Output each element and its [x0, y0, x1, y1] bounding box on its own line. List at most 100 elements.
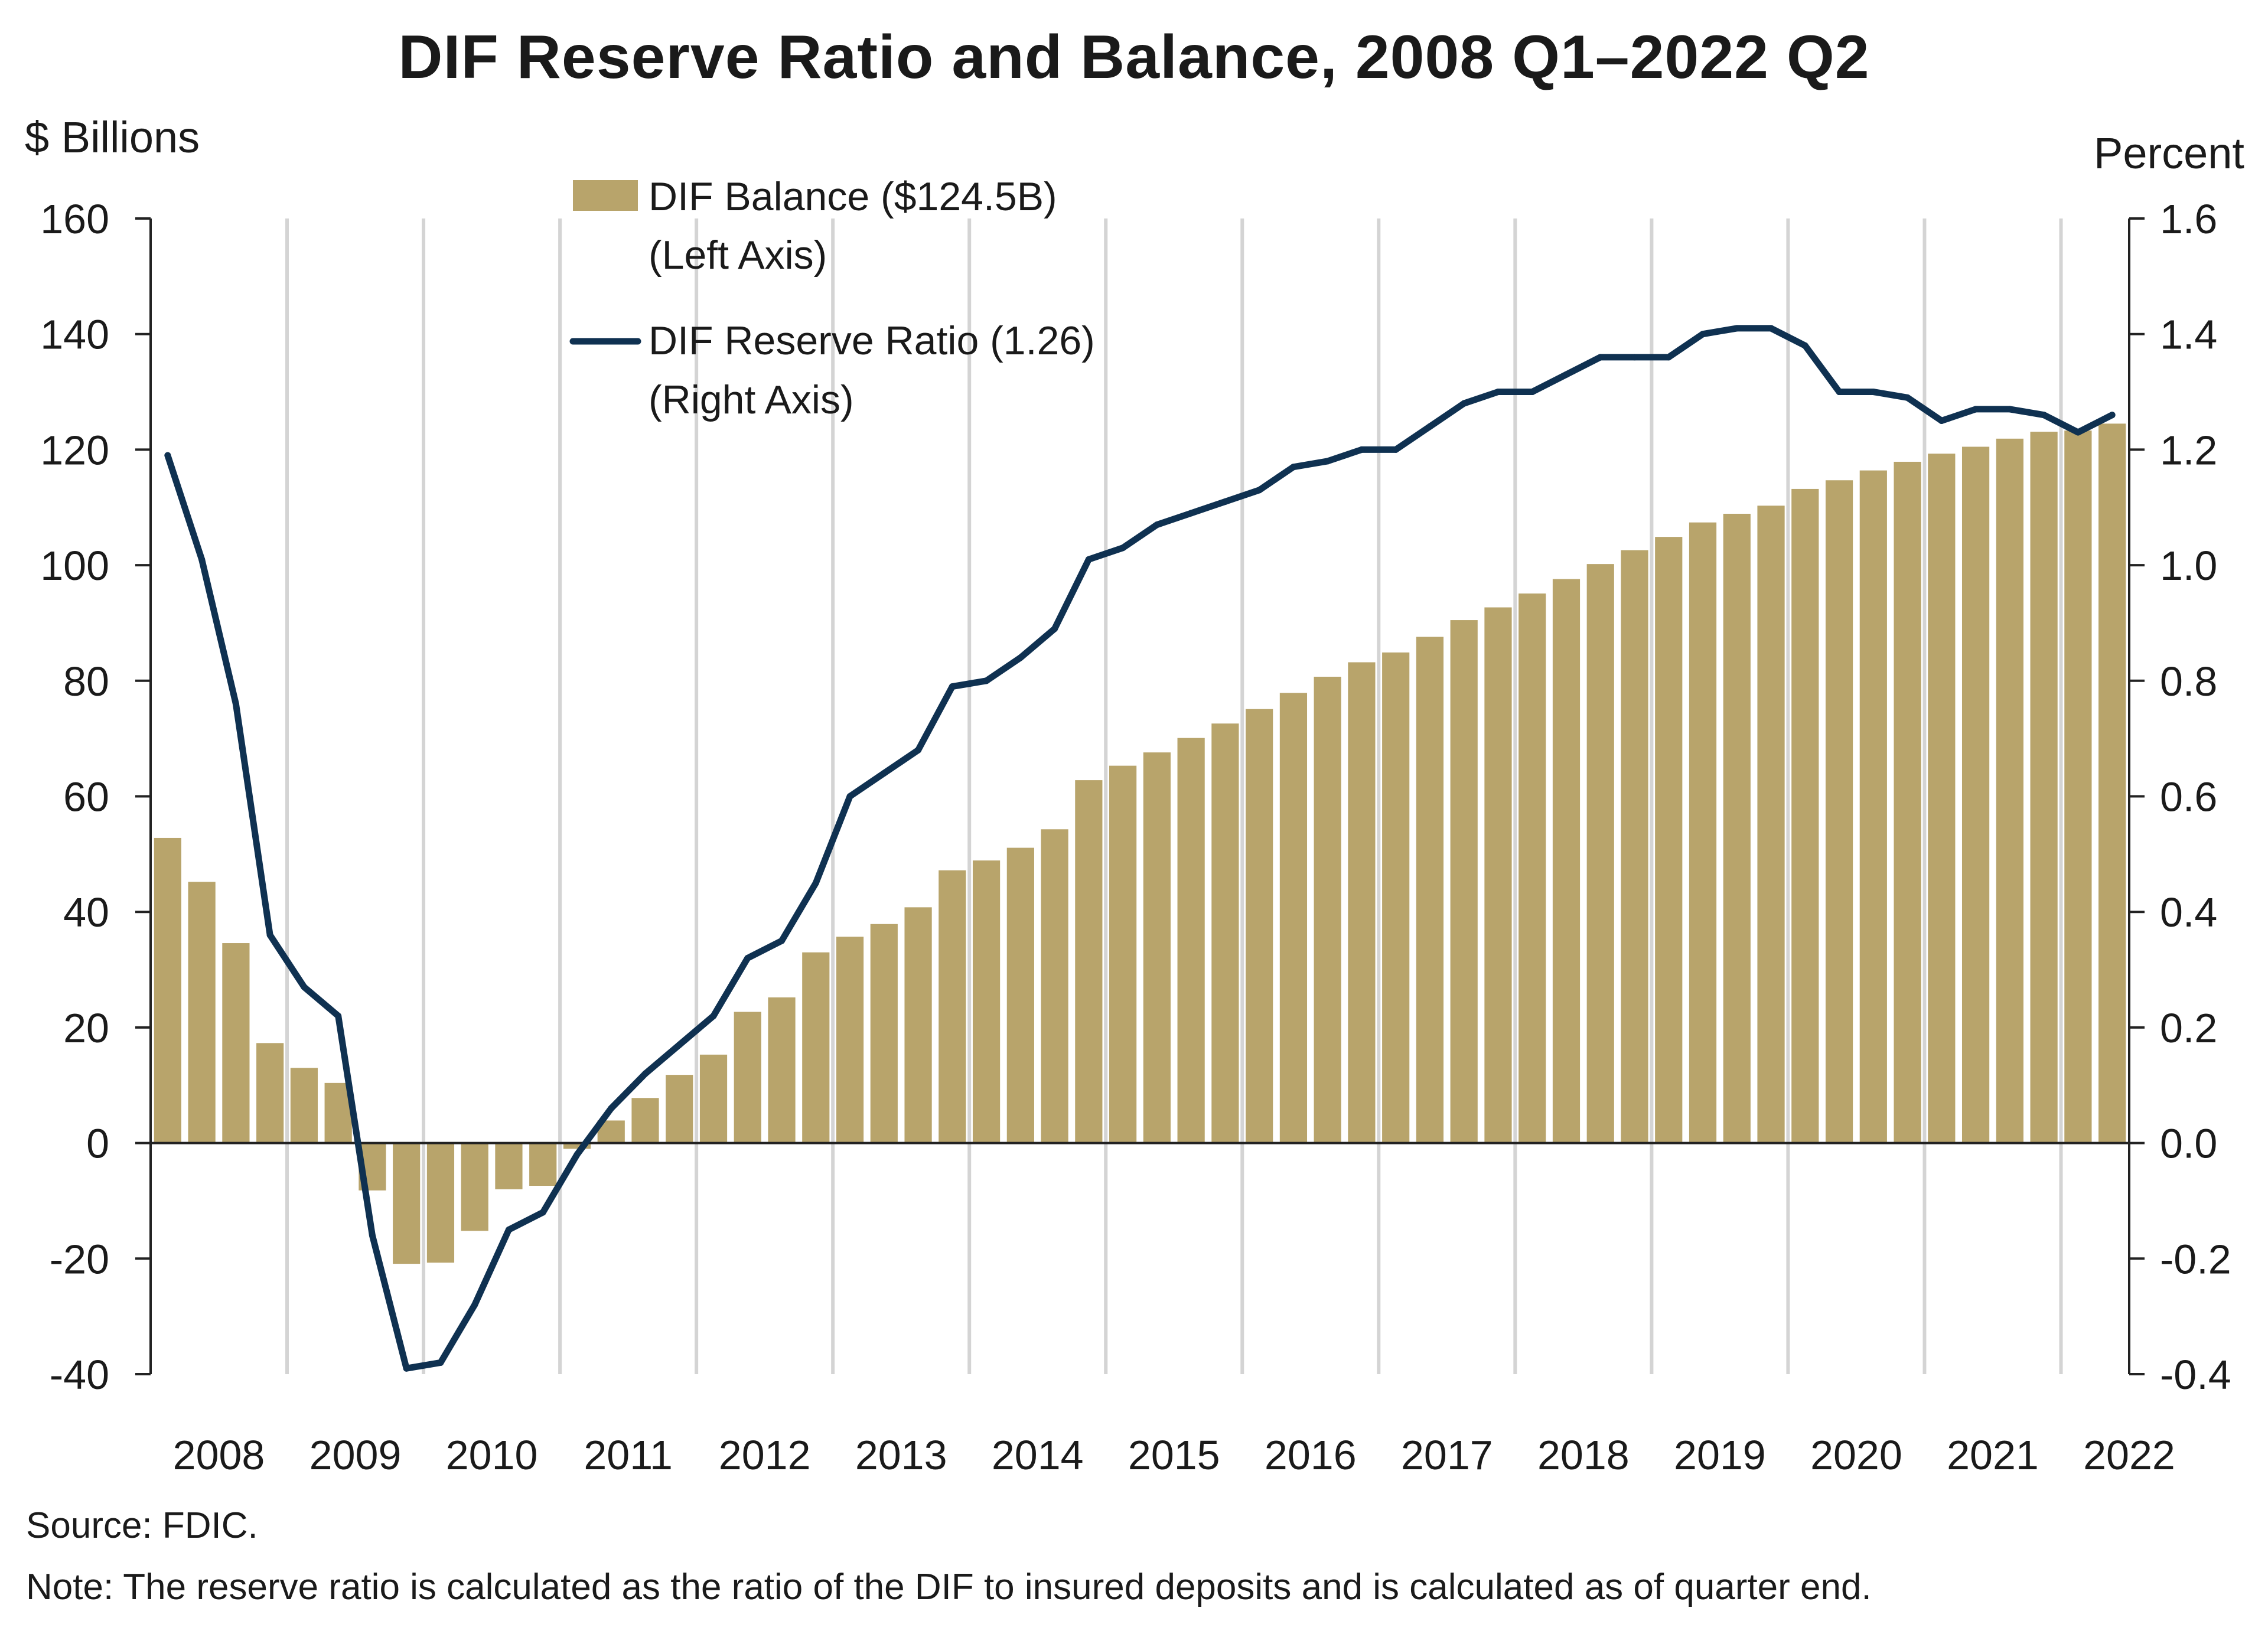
- axes: [135, 217, 2145, 1375]
- balance-bar: [1518, 593, 1546, 1143]
- left-tick-label: -40: [50, 1352, 109, 1398]
- balance-bar: [1996, 438, 2023, 1143]
- reserve-ratio-point: [881, 769, 888, 777]
- left-tick-label: 100: [40, 543, 109, 589]
- legend-bar-label: DIF Balance ($124.5B): [649, 174, 1057, 219]
- reserve-ratio-point: [1768, 325, 1775, 332]
- balance-bar: [836, 937, 864, 1143]
- balance-bar: [426, 1143, 455, 1263]
- balance-bar: [1757, 505, 1785, 1143]
- x-tick-label: 2022: [2083, 1432, 2175, 1478]
- reserve-ratio-point: [1256, 487, 1263, 494]
- x-tick-label: 2019: [1674, 1432, 1766, 1478]
- balance-bar: [1825, 480, 1853, 1143]
- balance-bar: [802, 952, 830, 1143]
- right-tick-label: 0.0: [2160, 1121, 2217, 1167]
- x-tick-label: 2021: [1947, 1432, 2039, 1478]
- x-tick-label: 2012: [719, 1432, 811, 1478]
- right-tick-label: 0.4: [2160, 889, 2217, 935]
- balance-bar: [393, 1143, 421, 1264]
- reserve-ratio-point: [403, 1365, 410, 1372]
- reserve-ratio-point: [1529, 389, 1536, 396]
- left-tick-label: -20: [50, 1236, 109, 1282]
- balance-bar: [1075, 780, 1103, 1143]
- reserve-ratio-point: [949, 683, 956, 690]
- x-tick-label: 2017: [1401, 1432, 1493, 1478]
- balance-bar: [666, 1075, 693, 1143]
- reserve-ratio-point: [1494, 389, 1501, 396]
- right-tick-label: 0.6: [2160, 774, 2217, 820]
- x-tick-label: 2018: [1537, 1432, 1630, 1478]
- method-note: Note: The reserve ratio is calculated as…: [26, 1567, 1872, 1607]
- left-tick-label: 140: [40, 312, 109, 358]
- balance-bar: [768, 997, 796, 1143]
- balance-bar: [904, 907, 932, 1143]
- reserve-ratio-point: [198, 556, 206, 563]
- reserve-ratio-point: [608, 1105, 615, 1112]
- reserve-ratio-point: [710, 1012, 717, 1019]
- balance-bar: [1211, 723, 1239, 1143]
- left-tick-label: 40: [63, 889, 109, 935]
- balance-bar: [2064, 430, 2092, 1143]
- left-tick-label: 20: [63, 1005, 109, 1051]
- balance-bar: [699, 1054, 728, 1143]
- balance-bar: [1961, 446, 1990, 1143]
- balance-bar: [461, 1143, 488, 1231]
- reserve-ratio-point: [676, 1041, 683, 1048]
- balance-bar: [2098, 423, 2126, 1143]
- right-axis-title: Percent: [2094, 129, 2244, 178]
- reserve-ratio-point: [744, 954, 751, 961]
- right-tick-label: 1.0: [2160, 543, 2217, 589]
- right-tick-label: 1.2: [2160, 427, 2217, 473]
- balance-bar: [1552, 579, 1581, 1143]
- balance-bar: [1586, 564, 1614, 1143]
- right-tick-label: -0.4: [2160, 1352, 2231, 1398]
- balance-bar: [1928, 454, 1956, 1143]
- reserve-ratio-point: [1153, 521, 1161, 529]
- balance-bar: [495, 1143, 523, 1189]
- reserve-ratio-point: [1665, 354, 1672, 361]
- legend-line-label: DIF Reserve Ratio (1.26): [649, 318, 1095, 363]
- balance-bar: [2030, 432, 2058, 1143]
- balance-bar: [1314, 676, 1341, 1143]
- balance-bar: [1382, 652, 1410, 1143]
- left-tick-label: 0: [86, 1121, 109, 1167]
- x-tick-label: 2008: [173, 1432, 265, 1478]
- reserve-ratio-point: [471, 1302, 478, 1309]
- x-tick-label: 2009: [309, 1432, 402, 1478]
- balance-bar: [1484, 607, 1512, 1143]
- x-tick-label: 2013: [855, 1432, 947, 1478]
- axis-labels: 160 140 120 100 80 60 40 20 0 -20 -40 1.6 1.4 1.2 1.0 0…: [25, 113, 2244, 1478]
- reserve-ratio-point: [1426, 423, 1433, 430]
- right-tick-label: 0.8: [2160, 658, 2217, 705]
- reserve-ratio-point: [2109, 412, 2116, 419]
- x-tick-label: 2010: [446, 1432, 538, 1478]
- balance-bar: [222, 943, 250, 1143]
- reserve-ratio-point: [505, 1226, 512, 1233]
- balance-bar: [870, 924, 898, 1143]
- balance-bar: [1177, 738, 1205, 1143]
- x-tick-label: 2015: [1128, 1432, 1220, 1478]
- left-axis-title: $ Billions: [25, 113, 200, 162]
- reserve-ratio-point: [1221, 498, 1228, 505]
- x-tick-label: 2014: [992, 1432, 1084, 1478]
- balance-bar: [188, 882, 216, 1143]
- balance-bar: [1791, 488, 1819, 1143]
- reserve-ratio-point: [1563, 371, 1570, 378]
- reserve-ratio-point: [1904, 394, 1911, 401]
- gridlines: [285, 218, 2063, 1374]
- reserve-ratio-point: [1699, 331, 1706, 338]
- reserve-ratio-point: [539, 1209, 546, 1216]
- reserve-ratio-point: [1461, 400, 1468, 407]
- balance-bar: [972, 860, 1001, 1143]
- right-tick-label: 0.2: [2160, 1005, 2217, 1051]
- reserve-ratio-point: [1358, 446, 1365, 453]
- reserve-ratio-point: [573, 1151, 581, 1158]
- reserve-ratio-point: [2006, 406, 2013, 413]
- balance-bar: [631, 1098, 659, 1143]
- reserve-ratio-point: [335, 1012, 342, 1019]
- balance-bar: [939, 870, 966, 1143]
- reserve-ratio-point: [164, 452, 171, 459]
- reserve-ratio-point: [369, 1232, 376, 1239]
